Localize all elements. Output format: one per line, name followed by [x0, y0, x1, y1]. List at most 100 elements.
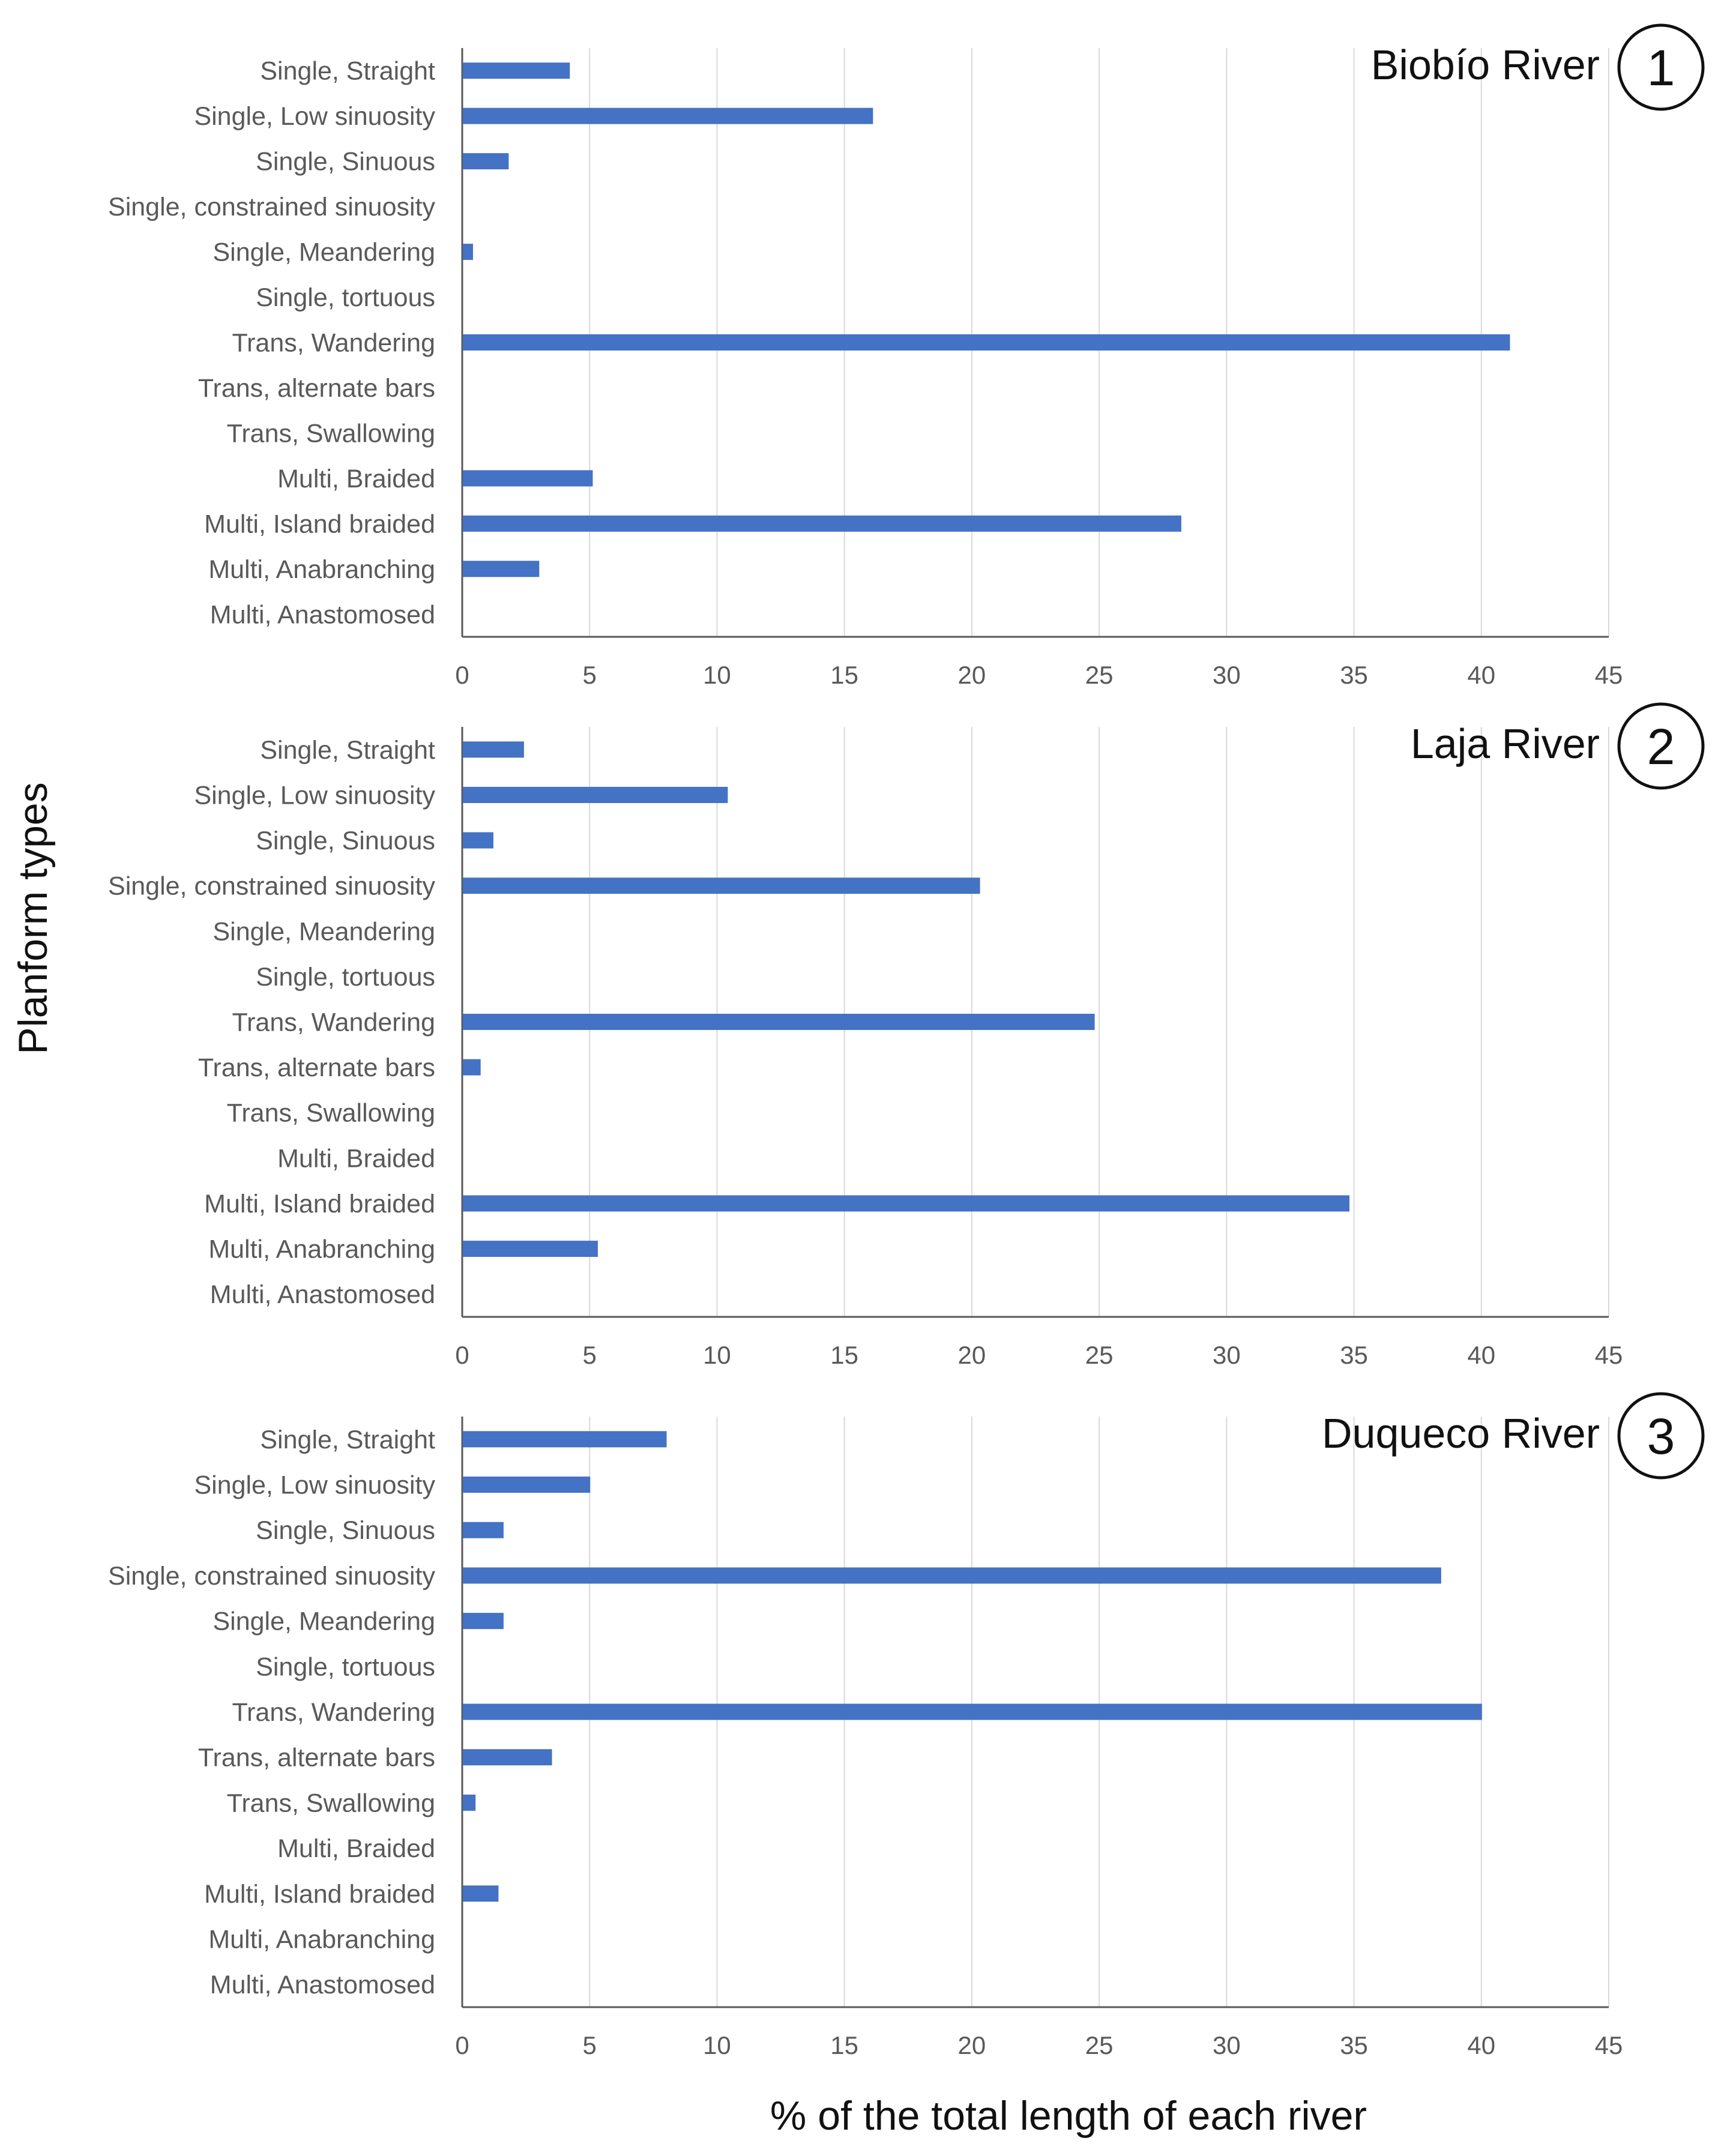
- bar: [463, 1477, 591, 1493]
- category-label: Single, tortuous: [256, 963, 435, 992]
- bar: [463, 107, 873, 124]
- x-tick-label: 20: [958, 661, 986, 689]
- panels-container: Single, Straight Single, Low sinuosity Sin…: [108, 23, 1705, 2059]
- category-label: Multi, Braided: [277, 1834, 435, 1863]
- x-tick-label: 45: [1595, 1341, 1623, 1369]
- category-label: Trans, alternate bars: [198, 374, 435, 403]
- category-label: Trans, alternate bars: [198, 1744, 435, 1772]
- category-label: Single, tortuous: [256, 283, 435, 312]
- bar: [463, 1241, 598, 1257]
- category-label: Multi, Braided: [277, 1144, 435, 1173]
- x-axis-title: % of the total length of each river: [770, 2093, 1367, 2139]
- bar: [463, 832, 493, 849]
- x-tick-label: 25: [1085, 1341, 1114, 1369]
- river-title: Duqueco River: [1322, 1410, 1600, 1457]
- x-tick-label: 15: [830, 661, 858, 689]
- bar: [463, 515, 1181, 532]
- category-label: Multi, Anastomosed: [210, 600, 435, 629]
- bar: [463, 561, 540, 577]
- category-label: Multi, Braided: [277, 465, 435, 493]
- x-tick-label: 35: [1340, 2031, 1368, 2059]
- category-label: Trans, Swallowing: [227, 1099, 435, 1128]
- category-label: Multi, Anabranching: [208, 1235, 435, 1264]
- badge-circle: [1617, 23, 1705, 111]
- bar: [463, 741, 524, 758]
- bar: [463, 878, 980, 894]
- badge-number: 1: [1647, 40, 1675, 96]
- bar: [463, 470, 593, 487]
- bar: [463, 1613, 504, 1630]
- bar: [463, 1749, 552, 1766]
- x-tick-label: 5: [583, 2031, 597, 2059]
- river-title: Laja River: [1411, 720, 1600, 767]
- category-label: Trans, alternate bars: [198, 1053, 435, 1082]
- x-tick-label: 10: [703, 2031, 731, 2059]
- bar: [463, 244, 473, 260]
- bar: [463, 1522, 504, 1538]
- category-label: Single, tortuous: [256, 1652, 435, 1681]
- x-tick-label: 45: [1595, 661, 1623, 689]
- x-tick-label: 20: [958, 1341, 986, 1369]
- badge-circle: [1617, 1392, 1705, 1480]
- chart-panel-1: Single, Straight Single, Low sinuosity Sin…: [108, 23, 1705, 689]
- bar: [463, 1885, 499, 1902]
- x-tick-label: 35: [1340, 661, 1368, 689]
- category-label: Single, Sinuous: [256, 1516, 435, 1545]
- badge-number: 2: [1647, 718, 1675, 775]
- category-label: Single, Low sinuosity: [194, 102, 435, 131]
- category-label: Trans, Wandering: [232, 1698, 435, 1727]
- x-tick-label: 30: [1213, 1341, 1241, 1369]
- x-tick-label: 10: [703, 1341, 731, 1369]
- bar: [463, 786, 728, 803]
- bar: [463, 1567, 1441, 1584]
- chart-panel-3: Single, Straight Single, Low sinuosity Sin…: [108, 1392, 1705, 2059]
- bar: [463, 1014, 1095, 1030]
- category-label: Multi, Island braided: [204, 1880, 435, 1909]
- x-tick-label: 25: [1085, 661, 1114, 689]
- category-label: Single, Meandering: [212, 917, 435, 946]
- category-label: Single, Sinuous: [256, 148, 435, 176]
- x-tick-label: 45: [1595, 2031, 1623, 2059]
- badge-circle: [1617, 702, 1705, 790]
- bar: [463, 153, 509, 170]
- x-tick-label: 25: [1085, 2031, 1114, 2059]
- x-tick-label: 15: [830, 2031, 858, 2059]
- x-tick-label: 0: [455, 1341, 469, 1369]
- category-label: Single, Low sinuosity: [194, 781, 435, 810]
- category-label: Multi, Anastomosed: [210, 1280, 435, 1309]
- x-tick-label: 40: [1467, 1341, 1495, 1369]
- category-label: Single, Meandering: [212, 238, 435, 267]
- category-label: Single, Straight: [260, 736, 435, 765]
- x-tick-label: 40: [1467, 661, 1495, 689]
- bar: [463, 1059, 481, 1076]
- bar: [463, 62, 570, 79]
- category-label: Trans, Wandering: [232, 1008, 435, 1037]
- category-label: Single, Meandering: [212, 1607, 435, 1636]
- bar: [463, 1703, 1482, 1720]
- category-label: Multi, Island braided: [204, 1190, 435, 1218]
- bar: [463, 1195, 1350, 1212]
- x-tick-label: 10: [703, 661, 731, 689]
- category-label: Single, Sinuous: [256, 827, 435, 855]
- bar: [463, 1794, 476, 1811]
- category-label: Single, constrained sinuosity: [108, 1562, 435, 1591]
- chart-panel-2: Single, Straight Single, Low sinuosity Sin…: [108, 702, 1705, 1369]
- x-tick-label: 40: [1467, 2031, 1495, 2059]
- category-label: Single, constrained sinuosity: [108, 193, 435, 221]
- x-tick-label: 5: [583, 1341, 597, 1369]
- category-label: Single, Straight: [260, 1426, 435, 1454]
- category-label: Trans, Swallowing: [227, 419, 435, 448]
- category-label: Trans, Wandering: [232, 329, 435, 358]
- x-tick-label: 0: [455, 661, 469, 689]
- bar: [463, 1431, 667, 1448]
- river-title: Biobío River: [1371, 41, 1600, 88]
- category-label: Single, constrained sinuosity: [108, 872, 435, 901]
- category-label: Multi, Island braided: [204, 510, 435, 538]
- badge-number: 3: [1647, 1408, 1675, 1465]
- x-tick-label: 30: [1213, 661, 1241, 689]
- x-tick-label: 0: [455, 2031, 469, 2059]
- x-tick-label: 20: [958, 2031, 986, 2059]
- bar: [463, 334, 1510, 351]
- category-label: Multi, Anabranching: [208, 555, 435, 584]
